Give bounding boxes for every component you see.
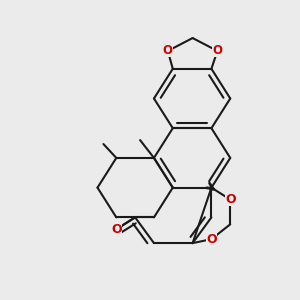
Text: O: O (225, 193, 236, 206)
Text: O: O (212, 44, 222, 57)
Text: O: O (111, 223, 122, 236)
Text: O: O (163, 44, 173, 57)
Text: O: O (206, 233, 217, 246)
